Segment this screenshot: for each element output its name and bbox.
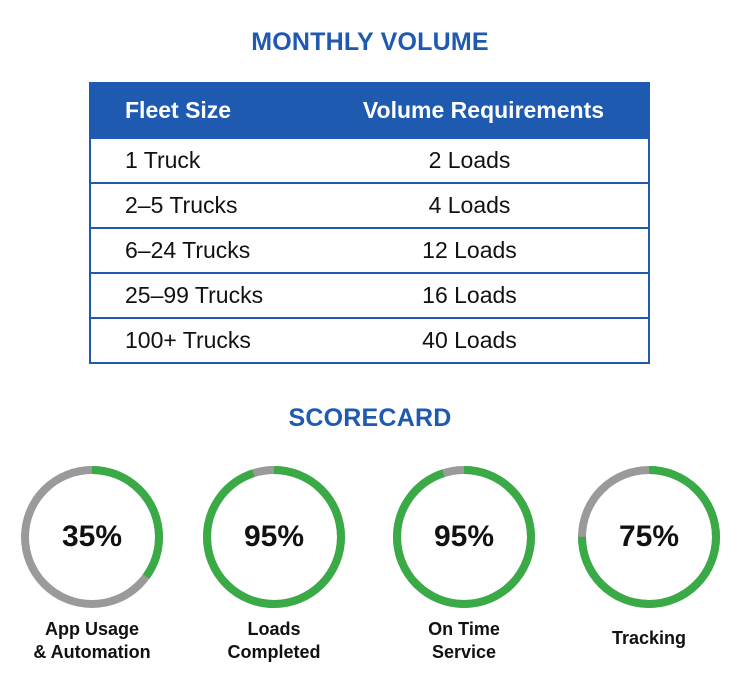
volume-cell: 16 Loads (422, 282, 517, 308)
fleet-size-cell: 2–5 Trucks (125, 192, 238, 218)
gauge-ring (578, 466, 720, 608)
gauge-ring (393, 466, 535, 608)
gauge-label-line1: Tracking (611, 628, 687, 648)
gauge-label: Loads Completed (184, 618, 364, 664)
gauge-app-usage: 35% App Usage & Automation (17, 462, 167, 662)
volume-cell: 40 Loads (422, 327, 517, 353)
gauge-fill (203, 466, 345, 608)
fleet-size-cell: 1 Truck (125, 147, 201, 173)
volume-cell: 2 Loads (428, 147, 511, 173)
volume-table: Fleet Size Volume Requirements 1 Truck 2… (89, 82, 650, 364)
gauge-fill (21, 466, 163, 608)
table-row: 6–24 Trucks 12 Loads (91, 227, 648, 272)
fleet-size-cell: 100+ Trucks (125, 327, 251, 353)
gauge-tracking: 75% Tracking (574, 462, 724, 648)
gauge-label-line2: & Automation (33, 642, 151, 662)
volume-cell: 12 Loads (422, 237, 517, 263)
gauge-label-line1: On Time (428, 619, 500, 639)
gauge-value: 75% (618, 520, 680, 553)
gauge-label-line2: Service (431, 642, 497, 662)
gauge-ring (203, 466, 345, 608)
gauge-label: Tracking (559, 627, 739, 650)
gauge-value: 95% (433, 520, 495, 553)
table-row: 100+ Trucks 40 Loads (91, 317, 648, 362)
volume-cell: 4 Loads (428, 192, 511, 218)
gauge-label: App Usage & Automation (2, 618, 182, 664)
scorecard-title: SCORECARD (288, 404, 452, 432)
table-row: 1 Truck 2 Loads (91, 137, 648, 182)
header-volume-requirements: Volume Requirements (362, 97, 605, 123)
table-row: 2–5 Trucks 4 Loads (91, 182, 648, 227)
gauge-on-time-service: 95% On Time Service (389, 462, 539, 662)
gauge-label-line1: App Usage (44, 619, 140, 639)
gauge-fill (393, 466, 535, 608)
gauge-ring (21, 466, 163, 608)
fleet-size-cell: 25–99 Trucks (125, 282, 264, 308)
gauge-label-line2: Completed (227, 642, 321, 662)
gauge-label-line1: Loads (247, 619, 301, 639)
monthly-volume-title: MONTHLY VOLUME (251, 28, 489, 56)
gauge-value: 35% (61, 520, 123, 553)
table-row: 25–99 Trucks 16 Loads (91, 272, 648, 317)
gauge-value: 95% (243, 520, 305, 553)
gauge-label: On Time Service (374, 618, 554, 664)
fleet-size-cell: 6–24 Trucks (125, 237, 251, 263)
header-fleet-size: Fleet Size (125, 97, 232, 123)
gauge-fill (578, 466, 720, 608)
volume-table-header: Fleet Size Volume Requirements (91, 84, 648, 137)
gauge-loads-completed: 95% Loads Completed (199, 462, 349, 662)
